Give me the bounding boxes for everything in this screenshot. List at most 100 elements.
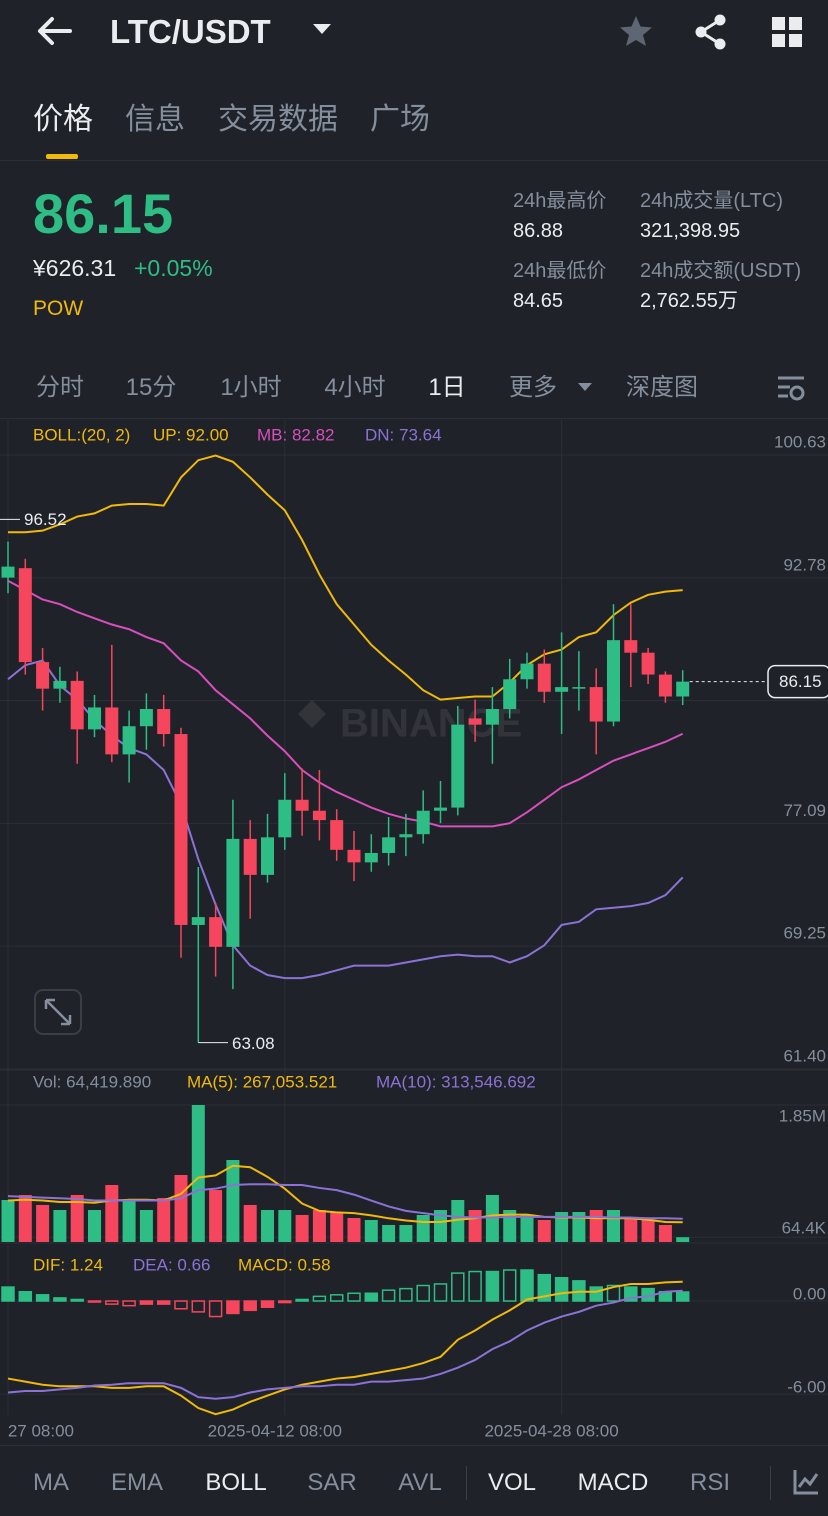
settings-icon[interactable] [776, 374, 806, 402]
last-price-box [767, 664, 828, 699]
macd-bar [433, 1283, 448, 1302]
candle-body [139, 709, 153, 727]
grid-icon[interactable] [771, 16, 803, 48]
y-tick-label: 69.25 [783, 924, 826, 943]
indicator-tab[interactable]: EMA [110, 1469, 164, 1496]
volume-bar [607, 1210, 620, 1242]
x-tick-label: 2025-04-28 08:00 [484, 1421, 618, 1440]
high-label: 96.52 [24, 510, 67, 529]
indicator-tab[interactable]: VOL [487, 1469, 537, 1496]
indicator-tab[interactable]: SAR [307, 1469, 357, 1496]
indicator-tab[interactable]: RSI [689, 1469, 731, 1496]
macd-bar [468, 1270, 482, 1302]
y-tick-label: 77.09 [783, 801, 826, 820]
interval-tab[interactable]: 4小时 [324, 374, 386, 401]
interval-tab[interactable]: 分时 [36, 374, 84, 401]
volume-bar [139, 1210, 153, 1242]
x-tick-label: 27 08:00 [8, 1421, 74, 1440]
candle-body [88, 707, 101, 730]
stat-label: 24h最高价 [513, 190, 607, 212]
candle-body [122, 726, 136, 755]
volume-bar [174, 1174, 188, 1242]
expand-icon [44, 998, 72, 1026]
macd-bar [537, 1273, 552, 1302]
macd-legend: MACD: 0.58 [238, 1255, 331, 1274]
candle-body [572, 687, 586, 689]
chart-tool-icon[interactable] [792, 1468, 820, 1496]
volume-bar [624, 1218, 638, 1242]
candle-body [607, 640, 620, 722]
macd-bar [18, 1290, 33, 1302]
candle-body [209, 917, 223, 947]
candle-body [243, 838, 257, 875]
candle-body [312, 810, 326, 821]
indicator-tab[interactable]: MACD [577, 1469, 649, 1496]
volume-bar [122, 1200, 136, 1242]
volume-bar [88, 1210, 101, 1242]
macd-bar [329, 1294, 344, 1302]
stat-label: 24h成交额(USDT) [640, 260, 802, 282]
interval-tab[interactable]: 更多 [509, 374, 557, 401]
interval-tab[interactable]: 15分 [125, 374, 177, 401]
candle-body [18, 568, 32, 663]
volume-bar [36, 1204, 50, 1242]
volume-ma-line [7, 1183, 683, 1220]
boll-legend: MB: 82.82 [257, 425, 335, 444]
pair-caret[interactable] [312, 22, 332, 36]
candle-body [434, 807, 447, 811]
low-label: 63.08 [232, 1034, 275, 1053]
stat-label: 24h最低价 [513, 260, 607, 282]
candle-body [347, 849, 361, 863]
indicator-tab[interactable]: BOLL [205, 1469, 267, 1496]
interval-tab[interactable]: 1小时 [220, 374, 282, 401]
y-tick-label: 100.63 [774, 433, 826, 452]
candle-body [157, 709, 171, 735]
candle-body [658, 674, 672, 697]
boll-line [8, 454, 683, 701]
macd-bar [347, 1292, 361, 1302]
macd-bar [1, 1286, 15, 1302]
macd-bar [502, 1269, 517, 1302]
macd-bar [105, 1300, 119, 1305]
star-icon[interactable] [618, 14, 654, 48]
stat-label: 24h成交量(LTC) [640, 190, 783, 212]
share-icon[interactable] [693, 14, 729, 50]
volume-bar [105, 1184, 119, 1242]
tab[interactable]: 价格 [33, 103, 93, 136]
candle-body [105, 707, 119, 755]
candle-body [468, 718, 482, 725]
volume-bar [330, 1212, 344, 1242]
tab-underline [46, 154, 78, 159]
tab[interactable]: 交易数据 [218, 103, 338, 136]
x-tick-label: 2025-04-12 08:00 [208, 1421, 342, 1440]
expand-button[interactable] [34, 989, 82, 1035]
macd-bar [174, 1300, 188, 1310]
boll-legend: DN: 73.64 [365, 425, 442, 444]
pair-title[interactable]: LTC/USDT [110, 13, 271, 50]
candle-body [589, 687, 603, 722]
more-caret[interactable] [577, 381, 593, 393]
volume-bar [416, 1214, 430, 1242]
back-icon[interactable] [34, 14, 74, 48]
macd-line [7, 1289, 683, 1400]
candle-body [36, 662, 50, 689]
candle-body [641, 652, 655, 675]
candle-body [261, 837, 274, 875]
tab[interactable]: 信息 [125, 103, 185, 136]
y-tick-label: 61.40 [783, 1046, 826, 1065]
indicator-tab[interactable]: AVL [398, 1469, 442, 1496]
tab[interactable]: 广场 [370, 103, 430, 136]
macd-bar [156, 1300, 171, 1305]
macd-bar [191, 1300, 206, 1313]
volume-bar [520, 1214, 534, 1242]
macd-bar [520, 1269, 534, 1302]
interval-tab[interactable]: 1日 [428, 374, 466, 401]
boll-legend: BOLL:(20, 2) [33, 425, 130, 444]
candle-body [451, 724, 465, 808]
volume-bar [382, 1224, 396, 1242]
volume-bar [312, 1210, 326, 1242]
y-tick-label: 1.85M [779, 1106, 826, 1125]
indicator-tab[interactable]: MA [33, 1469, 69, 1496]
interval-tab[interactable]: 深度图 [626, 374, 698, 401]
